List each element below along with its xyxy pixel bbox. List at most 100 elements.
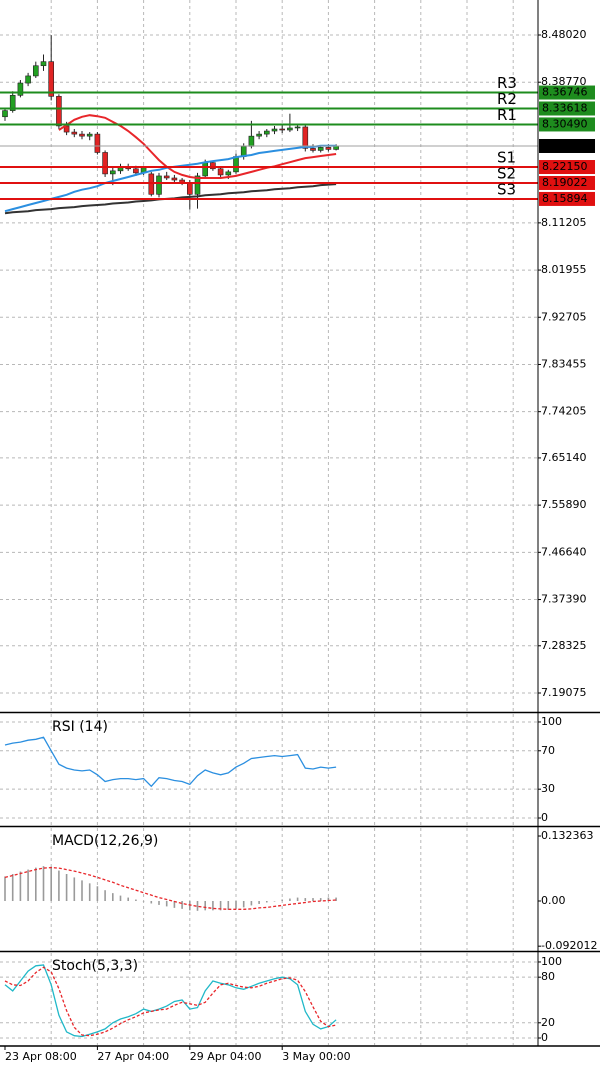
candle-body bbox=[79, 133, 85, 137]
level-box bbox=[539, 175, 595, 190]
y-tick-label: 100 bbox=[541, 715, 562, 728]
histogram-bar bbox=[142, 901, 145, 902]
histogram-bar bbox=[304, 898, 307, 902]
histogram-bar bbox=[42, 866, 45, 902]
y-tick-label: 0.132363 bbox=[541, 829, 594, 842]
last-price-box bbox=[539, 138, 595, 153]
y-tick-label: 70 bbox=[541, 744, 555, 757]
candle-body bbox=[32, 65, 39, 77]
y-tick-label: 7.19075 bbox=[541, 686, 587, 699]
candle-body bbox=[163, 175, 170, 179]
histogram-bar bbox=[250, 901, 253, 906]
level-name: R2 bbox=[497, 90, 517, 108]
level-name: S3 bbox=[497, 180, 516, 198]
candle-body bbox=[310, 148, 316, 151]
histogram-bar bbox=[319, 898, 322, 902]
histogram-bar bbox=[65, 874, 68, 902]
y-tick-label: 0 bbox=[541, 1031, 548, 1044]
x-tick-label: 27 Apr 04:00 bbox=[97, 1050, 169, 1063]
candle-body bbox=[217, 168, 224, 176]
candle-body bbox=[94, 133, 101, 153]
histogram-bar bbox=[35, 867, 37, 902]
y-tick-label: 80 bbox=[541, 970, 555, 983]
candle-body bbox=[48, 61, 55, 97]
histogram-bar bbox=[273, 901, 276, 902]
level-value-label: 8.30490 bbox=[542, 117, 588, 130]
level-box bbox=[539, 117, 595, 132]
level-name: S1 bbox=[497, 149, 516, 167]
candle-body bbox=[233, 156, 239, 173]
candle-body bbox=[263, 130, 270, 135]
candle-body bbox=[287, 127, 293, 131]
indicator-line bbox=[58, 114, 337, 179]
candle-body bbox=[302, 126, 309, 149]
level-value-label: 8.36746 bbox=[542, 86, 588, 99]
y-tick-label: 0.00 bbox=[541, 894, 566, 907]
histogram-bar bbox=[312, 898, 314, 902]
histogram-bar bbox=[112, 893, 114, 902]
level-name: S2 bbox=[497, 164, 516, 182]
last-price-label: 8.26270 bbox=[542, 139, 588, 152]
y-tick-label: 100 bbox=[541, 955, 562, 968]
candle-body bbox=[9, 95, 16, 111]
histogram-bar bbox=[27, 869, 29, 902]
histogram-bar bbox=[204, 901, 206, 911]
indicator-line bbox=[4, 964, 337, 1038]
histogram-bar bbox=[96, 886, 99, 902]
level-name: R1 bbox=[497, 106, 517, 124]
candle-body bbox=[248, 135, 255, 147]
histogram-bar bbox=[173, 901, 176, 908]
level-value-label: 8.19022 bbox=[542, 176, 588, 189]
histogram-bar bbox=[235, 901, 237, 909]
y-tick-label: 8.01955 bbox=[541, 263, 587, 276]
histogram-bar bbox=[181, 901, 183, 909]
histogram-bar bbox=[50, 866, 52, 902]
candle-body bbox=[25, 75, 31, 84]
histogram-bar bbox=[104, 890, 106, 902]
candle-body bbox=[294, 126, 301, 129]
indicator-line bbox=[4, 866, 337, 910]
histogram-bar bbox=[227, 901, 230, 910]
candle-body bbox=[279, 128, 286, 131]
candle-body bbox=[171, 177, 178, 181]
candle-body bbox=[148, 173, 155, 195]
y-tick-label: 8.11205 bbox=[541, 216, 587, 229]
y-tick-label: 7.74205 bbox=[541, 405, 587, 418]
x-tick-label: 3 May 00:00 bbox=[282, 1050, 350, 1063]
histogram-bar bbox=[281, 899, 283, 902]
candle-body bbox=[187, 182, 193, 195]
y-tick-label: 7.37390 bbox=[541, 593, 587, 606]
candle-body bbox=[325, 147, 332, 150]
y-tick-label: 7.65140 bbox=[541, 451, 587, 464]
candle-body bbox=[71, 131, 78, 135]
y-tick-label: 20 bbox=[541, 1016, 555, 1029]
candle-body bbox=[2, 110, 8, 118]
candle-body bbox=[17, 82, 24, 96]
histogram-bar bbox=[189, 901, 191, 911]
level-box bbox=[539, 191, 595, 206]
vertical-grid bbox=[50, 0, 514, 1045]
histogram-bar bbox=[11, 874, 14, 902]
histogram-bar bbox=[58, 870, 60, 902]
candle-body bbox=[256, 133, 262, 137]
candle-body bbox=[271, 128, 278, 132]
level-box bbox=[539, 85, 595, 100]
histogram-bar bbox=[327, 897, 330, 902]
candle-body bbox=[156, 175, 162, 195]
candle-body bbox=[133, 168, 139, 174]
candle-body bbox=[40, 61, 47, 67]
histogram-bar bbox=[165, 901, 168, 907]
y-tick-label: 0 bbox=[541, 811, 548, 824]
indicator-line bbox=[4, 736, 337, 788]
level-value-label: 8.15894 bbox=[542, 192, 588, 205]
histogram-bar bbox=[296, 897, 299, 902]
level-box bbox=[539, 160, 595, 175]
histogram-bar bbox=[19, 871, 22, 902]
histogram-bar bbox=[335, 897, 337, 902]
y-tick-label: 7.28325 bbox=[541, 639, 587, 652]
candle-body bbox=[202, 162, 208, 177]
candle-body bbox=[210, 162, 216, 170]
candle-body bbox=[102, 152, 108, 175]
level-name: R3 bbox=[497, 74, 517, 92]
